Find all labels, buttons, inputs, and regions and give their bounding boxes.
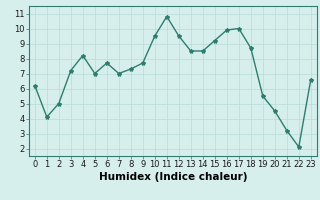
X-axis label: Humidex (Indice chaleur): Humidex (Indice chaleur) [99,172,247,182]
